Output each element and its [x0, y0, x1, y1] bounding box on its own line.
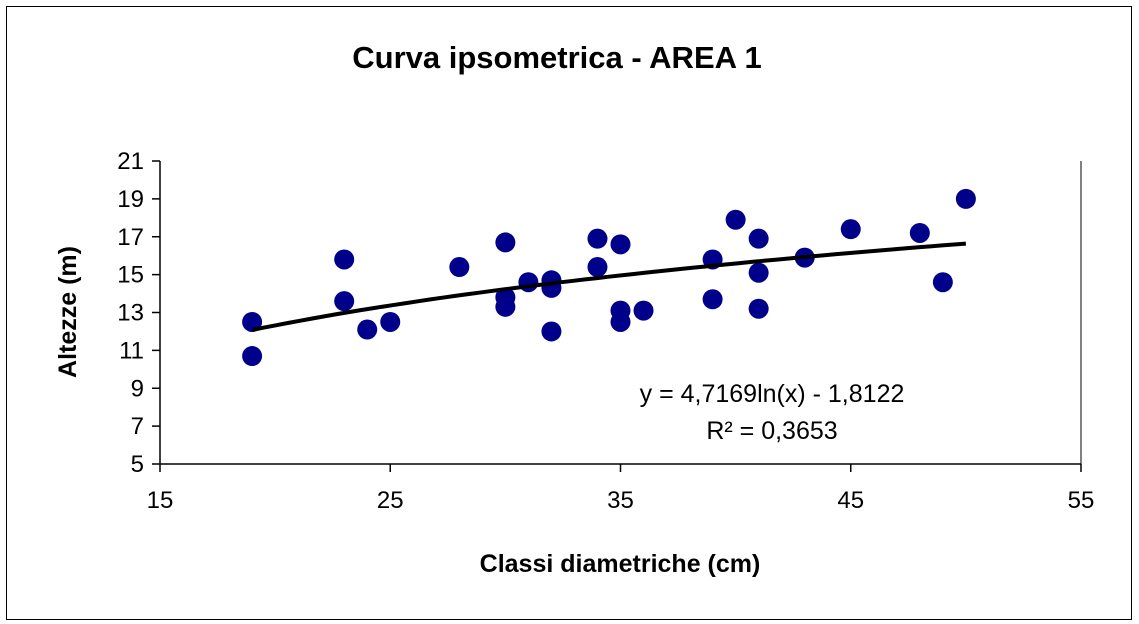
data-point [587, 257, 608, 278]
data-point [541, 321, 562, 342]
y-tick-label: 21 [117, 148, 144, 175]
data-point [725, 209, 746, 230]
x-axis-title: Classi diametriche (cm) [480, 550, 761, 578]
data-point [702, 289, 723, 310]
trendline-equation: y = 4,7169ln(x) - 1,8122 [640, 380, 905, 408]
data-point [242, 346, 263, 367]
data-point [748, 228, 769, 249]
data-point [334, 249, 355, 270]
x-tick-label: 55 [1068, 487, 1095, 514]
data-point [748, 298, 769, 319]
x-tick-label: 35 [607, 487, 634, 514]
y-tick-label: 13 [117, 300, 144, 327]
data-point [449, 257, 470, 278]
y-axis-title: Altezze (m) [54, 246, 82, 378]
y-tick-label: 15 [117, 262, 144, 289]
y-tick-label: 17 [117, 224, 144, 251]
trendline [251, 241, 967, 332]
data-point [633, 300, 654, 321]
data-point [955, 188, 976, 209]
y-axis-ticks: 5 7 9 11 13 15 17 19 21 [117, 148, 160, 478]
data-point [495, 232, 516, 253]
data-point [587, 228, 608, 249]
data-point [518, 272, 539, 293]
data-point [357, 319, 378, 340]
chart-area [6, 6, 1132, 620]
data-point [334, 291, 355, 312]
y-tick-label: 11 [119, 337, 144, 364]
x-tick-label: 25 [377, 487, 404, 514]
data-point [610, 234, 631, 255]
data-point [748, 262, 769, 283]
data-point [610, 311, 631, 332]
data-point [840, 219, 861, 240]
chart-title: Curva ipsometrica - AREA 1 [352, 40, 761, 75]
x-axis-ticks: 15 25 35 45 55 [147, 464, 1095, 514]
y-tick-label: 19 [117, 186, 144, 213]
x-tick-label: 45 [837, 487, 864, 514]
y-tick-label: 7 [131, 413, 144, 440]
data-point [932, 272, 953, 293]
x-tick-label: 15 [147, 487, 174, 514]
y-tick-label: 9 [131, 375, 144, 402]
data-point [495, 296, 516, 317]
data-point [909, 222, 930, 243]
data-point [380, 311, 401, 332]
y-tick-label: 5 [131, 451, 144, 478]
trendline-r-squared: R² = 0,3653 [706, 417, 837, 445]
